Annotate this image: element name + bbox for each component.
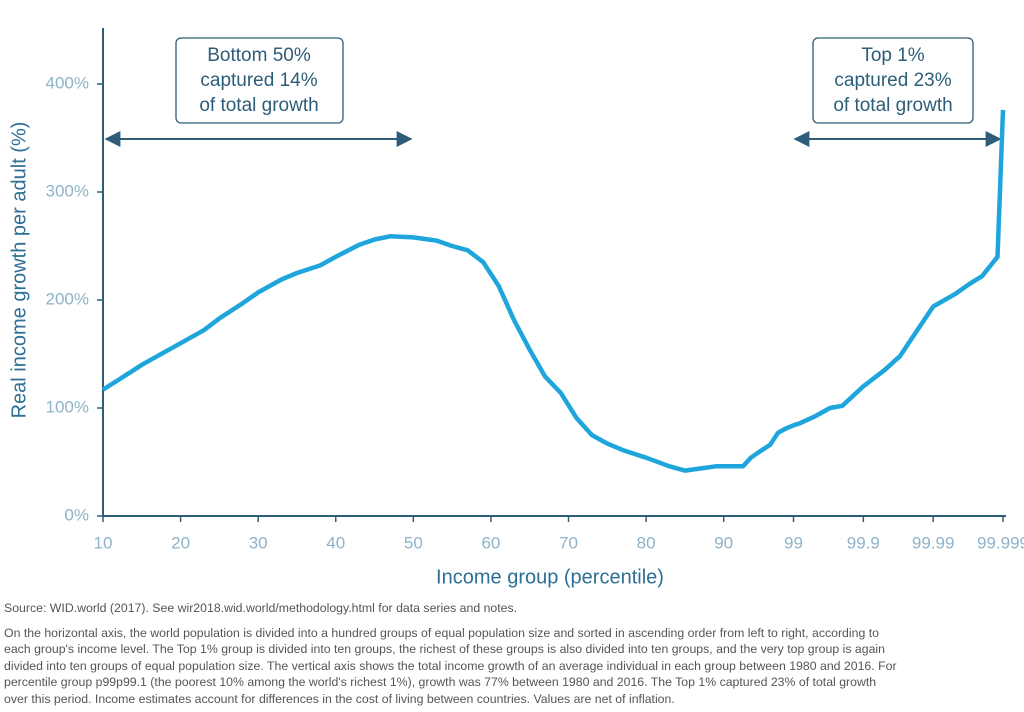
y-tick-label: 0% — [64, 505, 89, 524]
source: Source: WID.world (2017). See wir2018.wi… — [4, 601, 518, 615]
chart: Real income growth per adult (%) Income … — [8, 28, 1024, 588]
y-tick-label: 300% — [46, 181, 89, 200]
annotation-box — [812, 37, 974, 124]
annotation-text: captured 14% — [200, 70, 317, 91]
x-tick-label: 99 — [784, 533, 803, 552]
y-axis-label: Real income growth per adult (%) — [8, 122, 30, 419]
annotation-text: of total growth — [199, 95, 318, 116]
note-line: over this period. Income estimates accou… — [4, 691, 675, 706]
annotation-text: Bottom 50% — [207, 45, 311, 66]
x-tick-label: 60 — [481, 533, 500, 552]
x-tick-label: 50 — [404, 533, 423, 552]
annotation-text: of total growth — [833, 95, 952, 116]
note-line: divided into ten groups of equal populat… — [4, 658, 897, 673]
footer: Source: WID.world (2017). See wir2018.wi… — [4, 600, 1022, 707]
note-line: percentile group p99p99.1 (the poorest 1… — [4, 675, 877, 689]
x-tick-label: 40 — [326, 533, 345, 552]
x-tick-label: 99.999 — [977, 533, 1024, 552]
x-tick-label: 70 — [559, 533, 578, 552]
x-tick-label: 99.9 — [847, 533, 880, 552]
x-tick-label: 80 — [637, 533, 656, 552]
x-tick-label: 10 — [94, 533, 113, 552]
x-tick-label: 99.99 — [912, 533, 955, 552]
annotation-text: captured 23% — [834, 70, 951, 91]
y-tick-label: 100% — [46, 397, 89, 416]
x-tick-label: 90 — [714, 533, 733, 552]
y-tick-label: 400% — [46, 73, 89, 92]
note-line: each group's income level. The Top 1% gr… — [4, 642, 885, 656]
note-line: On the horizontal axis, the world popula… — [4, 625, 879, 640]
annotation-box — [175, 37, 344, 124]
data-line — [101, 109, 1006, 473]
annotation-text: Top 1% — [861, 45, 924, 66]
x-axis-label: Income group (percentile) — [436, 566, 664, 588]
x-tick-label: 20 — [171, 533, 190, 552]
x-tick-label: 30 — [249, 533, 268, 552]
y-tick-label: 200% — [46, 289, 89, 308]
